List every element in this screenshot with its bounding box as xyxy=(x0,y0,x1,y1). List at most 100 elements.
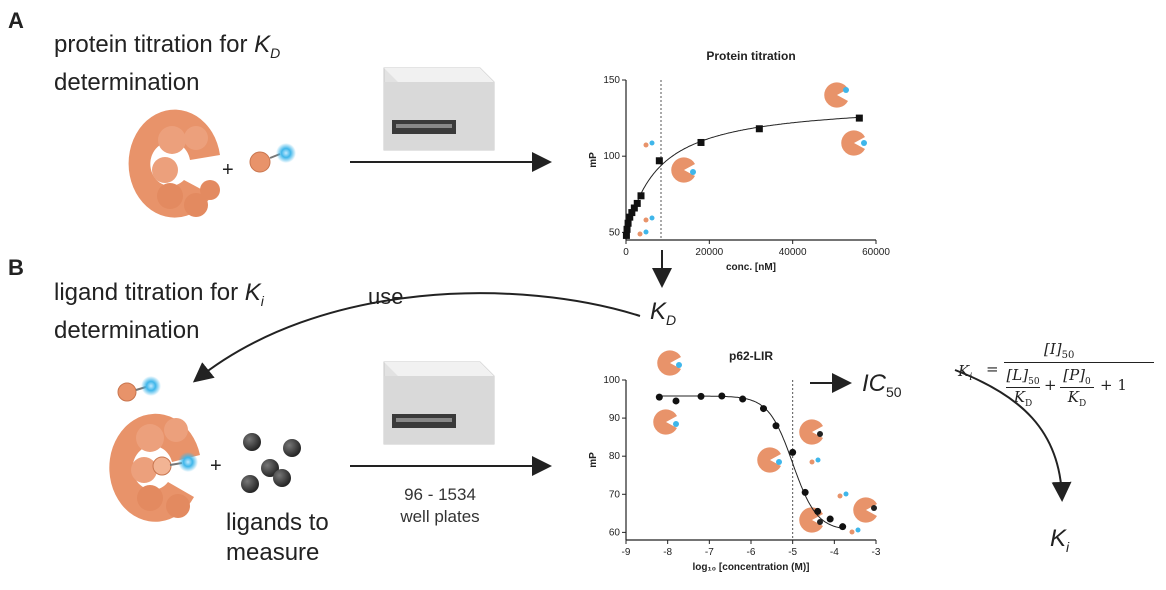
x-tick-label: 40000 xyxy=(779,247,807,258)
x-tick-label: 60000 xyxy=(862,247,890,258)
panel-b-heading-line1: ligand titration for xyxy=(54,279,239,306)
plates-line1: 96 - 1534 xyxy=(404,485,476,504)
panel-a-heading-line2: determination xyxy=(54,68,200,96)
data-point xyxy=(630,204,638,212)
ki-formula: Ki = [I]50 [L]50 KD + [P]0 KD + 1 xyxy=(958,338,1158,409)
chart-title: Protein titration xyxy=(706,49,795,63)
x-tick-label: -9 xyxy=(622,547,631,558)
ki-k: K xyxy=(1050,525,1067,552)
ki-sub: i xyxy=(1066,538,1070,555)
plate-reader-b-icon xyxy=(383,361,495,445)
y-tick-label: 80 xyxy=(609,451,621,462)
plus-sign-a: + xyxy=(222,159,234,181)
fit-curve xyxy=(626,116,859,234)
protein-titration-chart: Protein titration 50 100 150 0 20000 40000 6000… xyxy=(588,49,890,273)
data-point xyxy=(622,231,630,239)
chart2-protein-icons xyxy=(653,350,877,535)
plus-sign-b: + xyxy=(210,455,222,477)
x-axis-label: conc. [nM] xyxy=(726,262,776,273)
panel-b-heading: ligand titration for Ki determination xyxy=(54,278,264,346)
y-tick-label: 100 xyxy=(603,375,620,386)
data-point xyxy=(739,395,747,403)
y-tick-label: 60 xyxy=(609,527,621,538)
panel-a-heading-sub: D xyxy=(270,44,281,61)
formula-numerator: [I]50 xyxy=(1044,340,1075,361)
y-tick-label: 70 xyxy=(609,489,621,500)
plates-line2: well plates xyxy=(400,507,480,526)
protein-icon xyxy=(128,109,220,218)
plates-caption: 96 - 1534 well plates xyxy=(370,484,510,528)
y-tick-label: 90 xyxy=(609,413,621,424)
data-point xyxy=(755,125,763,133)
use-arrow xyxy=(192,292,641,383)
use-label: use xyxy=(368,284,404,309)
panel-a-heading: protein titration for KD determination xyxy=(54,30,280,98)
x-tick-label: 20000 xyxy=(695,247,723,258)
probe-b-icon xyxy=(117,376,161,402)
chart-title: p62-LIR xyxy=(729,349,773,363)
formula-plus-one: + 1 xyxy=(1100,376,1127,394)
data-point xyxy=(801,488,809,496)
y-axis-label: mP xyxy=(588,152,599,168)
formula-term2: [P]0 KD xyxy=(1060,366,1094,409)
chart1-protein-icons xyxy=(637,82,867,237)
data-point xyxy=(672,397,680,405)
fit-curve xyxy=(659,395,843,529)
kd-sub: D xyxy=(666,311,677,328)
panel-b-heading-k: K xyxy=(244,279,261,306)
y-tick-label: 150 xyxy=(603,75,620,86)
ic50-main: IC xyxy=(862,370,886,397)
ic50-label: IC50 xyxy=(862,370,902,400)
data-point xyxy=(623,225,631,233)
data-point xyxy=(655,157,663,165)
kd-k: K xyxy=(650,298,667,325)
x-axis-label: log₁₀ [concentration (M)] xyxy=(693,562,810,573)
formula-equals: = xyxy=(986,360,999,378)
p62-lir-chart: p62-LIR 60 70 80 90 100 -9 -8 -7 -6 -5 -4 -3 mP log₁₀ … xyxy=(588,349,881,573)
x-tick-label: -7 xyxy=(705,547,714,558)
x-tick-label: -6 xyxy=(747,547,756,558)
data-point xyxy=(637,192,645,200)
ki-label: Ki xyxy=(1050,525,1069,555)
data-point xyxy=(624,219,632,227)
ligands-line1: ligands to xyxy=(226,509,329,536)
data-point xyxy=(633,199,641,207)
formula-plus: + xyxy=(1044,376,1057,394)
data-point xyxy=(772,422,780,430)
x-tick-label: -3 xyxy=(872,547,881,558)
data-point xyxy=(718,392,726,400)
plate-reader-icon xyxy=(383,67,495,151)
data-point xyxy=(855,114,863,122)
x-tick-label: -8 xyxy=(663,547,672,558)
x-tick-label: 0 xyxy=(623,247,629,258)
protein-complex-icon xyxy=(109,413,200,522)
data-point xyxy=(697,392,705,400)
data-point xyxy=(697,138,705,146)
data-point xyxy=(826,515,834,523)
formula-main-bar xyxy=(1004,362,1154,363)
kd-label: KD xyxy=(650,298,676,328)
ki-arrow xyxy=(954,369,1072,502)
ic50-sub: 50 xyxy=(886,383,902,400)
panel-a-letter: A xyxy=(8,8,24,33)
fluorescent-probe-icon xyxy=(249,143,296,173)
panel-b-letter: B xyxy=(8,255,24,280)
data-point xyxy=(655,393,663,401)
data-point xyxy=(628,209,636,217)
ligands-line2: measure xyxy=(226,539,320,566)
y-tick-label: 100 xyxy=(603,151,620,162)
x-tick-label: -5 xyxy=(788,547,797,558)
data-point xyxy=(760,405,767,413)
panel-a-heading-k: K xyxy=(254,31,271,58)
panel-b-heading-line2: determination xyxy=(54,316,200,344)
data-point xyxy=(789,448,797,456)
y-axis-label: mP xyxy=(588,452,599,468)
formula-lhs: Ki xyxy=(958,362,973,383)
y-tick-label: 50 xyxy=(609,227,621,238)
ligand-balls-icon xyxy=(241,433,301,493)
data-point xyxy=(839,523,847,531)
x-tick-label: -4 xyxy=(830,547,839,558)
data-point xyxy=(626,213,634,221)
panel-b-heading-sub: i xyxy=(260,292,264,309)
